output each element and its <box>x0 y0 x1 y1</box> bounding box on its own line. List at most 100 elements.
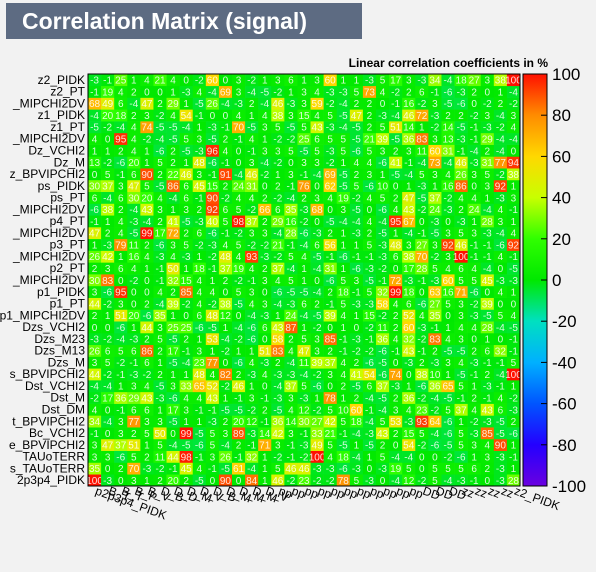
cell-value-label: 0 <box>144 87 150 98</box>
heatmap-cell <box>480 262 495 275</box>
y-tick-label: ps_PT <box>50 191 85 205</box>
cell-value-label: -2 <box>430 123 439 134</box>
cell-value-label: -2 <box>286 135 295 146</box>
cell-value-label: -3 <box>365 429 374 440</box>
cell-value-label: 0 <box>262 335 268 346</box>
heatmap-cell <box>310 438 324 451</box>
cell-value-label: 50 <box>154 429 166 440</box>
heatmap-cell <box>415 85 429 98</box>
heatmap-cell <box>245 262 259 275</box>
cell-value-label: 19 <box>338 193 350 204</box>
cell-value-label: -1 <box>286 240 295 251</box>
heatmap-cell <box>349 438 364 451</box>
colorbar-tick-label: 60 <box>552 147 571 166</box>
heatmap-cell <box>441 285 455 298</box>
heatmap-cell <box>232 332 246 346</box>
x-tick-label: DD <box>434 484 455 503</box>
cell-value-label: 6 <box>144 358 150 369</box>
cell-value-label: 0 <box>484 288 490 299</box>
cell-value-label: 4 <box>170 76 176 87</box>
heatmap-cell <box>376 274 390 287</box>
cell-value-label: 43 <box>272 323 284 334</box>
cell-value-label: 67 <box>403 217 415 228</box>
cell-value-label: -5 <box>169 123 178 134</box>
heatmap-cell <box>362 168 377 181</box>
cell-value-label: -1 <box>129 358 138 369</box>
heatmap-cell <box>192 238 207 251</box>
cell-value-label: 33 <box>312 429 324 440</box>
cell-value-label: 3 <box>288 111 294 122</box>
cell-value-label: -5 <box>195 476 204 487</box>
heatmap-cell <box>415 462 429 475</box>
cell-value-label: -6 <box>378 370 387 381</box>
heatmap-cell <box>467 344 482 357</box>
heatmap-cell <box>179 121 194 134</box>
chart-title: Correlation Matrix (signal) <box>6 3 362 39</box>
heatmap-cell <box>493 391 508 404</box>
cell-value-label: 83 <box>272 346 284 357</box>
heatmap-cell <box>114 321 128 334</box>
heatmap-cell <box>428 309 442 322</box>
cell-value-label: 74 <box>141 123 153 134</box>
heatmap-cell <box>349 356 364 369</box>
cell-value-label: 3 <box>170 382 176 393</box>
cell-value-label: -1 <box>326 252 335 263</box>
heatmap-cell <box>336 438 351 451</box>
heatmap-cell <box>297 238 311 251</box>
cell-value-label: 4 <box>471 264 477 275</box>
cell-value-label: 3 <box>157 205 163 216</box>
heatmap-cell <box>179 274 194 287</box>
heatmap-cell <box>179 250 194 263</box>
cell-value-label: -5 <box>352 135 361 146</box>
cell-value-label: 3 <box>471 229 477 240</box>
heatmap-cell <box>480 156 495 169</box>
heatmap-cell <box>454 121 468 134</box>
heatmap-cell <box>467 321 482 334</box>
cell-value-label: 22 <box>168 170 180 181</box>
cell-value-label: -6 <box>365 182 374 193</box>
cell-value-label: -1 <box>391 99 400 110</box>
cell-value-label: -5 <box>221 464 230 475</box>
heatmap-cell <box>245 250 259 263</box>
heatmap-cell <box>362 450 377 463</box>
heatmap-cell <box>205 321 220 334</box>
cell-value-label: -4 <box>156 135 165 146</box>
heatmap-cell <box>114 215 128 228</box>
heatmap-cell <box>467 438 482 451</box>
cell-value-label: 1 <box>183 99 189 110</box>
cell-value-label: 17 <box>168 346 180 357</box>
cell-value-label: 1 <box>471 382 477 393</box>
heatmap-cell <box>179 380 194 393</box>
cell-value-label: 2 <box>393 146 399 157</box>
heatmap-cell <box>336 179 351 193</box>
heatmap-cell <box>441 309 455 322</box>
cell-value-label: 99 <box>390 288 402 299</box>
heatmap-cell <box>402 238 416 251</box>
cell-value-label: 3 <box>327 370 333 381</box>
cell-value-label: 1 <box>275 170 281 181</box>
heatmap-cell <box>232 109 246 122</box>
heatmap-cell <box>101 144 115 157</box>
cell-value-label: 4 <box>511 229 517 240</box>
cell-value-label: 11 <box>299 358 310 369</box>
heatmap-cell <box>441 215 455 228</box>
cell-value-label: -3 <box>352 229 361 240</box>
cell-value-label: -6 <box>444 417 453 428</box>
cell-value-label: -4 <box>247 311 256 322</box>
heatmap-cell <box>336 462 351 475</box>
heatmap-cell <box>376 191 390 204</box>
heatmap-cell <box>349 344 364 357</box>
heatmap-cell <box>454 438 468 451</box>
cell-value-label: -6 <box>444 429 453 440</box>
heatmap-cell <box>258 156 272 169</box>
cell-value-label: -1 <box>234 393 243 404</box>
cell-value-label: 60 <box>207 76 219 87</box>
cell-value-label: 5 <box>236 205 242 216</box>
cell-value-label: 3 <box>288 393 294 404</box>
cell-value-label: -4 <box>509 87 518 98</box>
heatmap-cell <box>349 274 364 287</box>
heatmap-cell <box>88 474 102 487</box>
heatmap-cell <box>389 215 403 228</box>
cell-value-label: 36 <box>115 393 127 404</box>
heatmap-cell <box>192 144 207 157</box>
